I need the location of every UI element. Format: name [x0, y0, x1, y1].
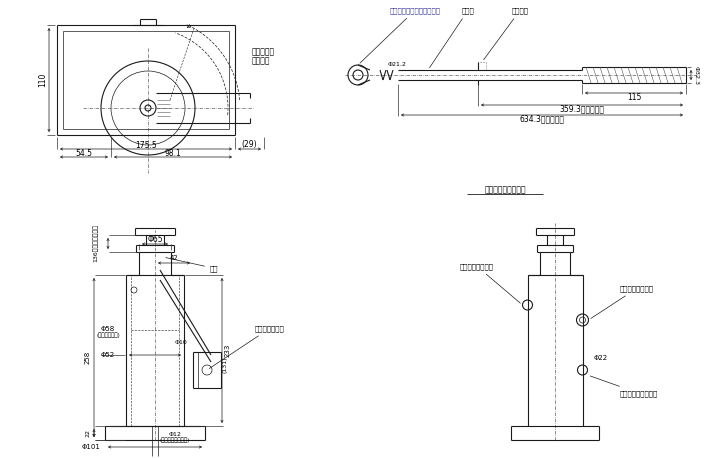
Text: 115: 115 — [627, 93, 641, 102]
Text: Φ21.2: Φ21.2 — [388, 61, 407, 66]
Text: Φ10: Φ10 — [175, 339, 187, 344]
Text: Φ101: Φ101 — [82, 444, 100, 450]
Text: 634.3（最伸長）: 634.3（最伸長） — [520, 114, 564, 124]
Text: 54.5: 54.5 — [75, 148, 92, 158]
Text: 伸縮式: 伸縮式 — [430, 7, 474, 68]
Text: 98.1: 98.1 — [165, 148, 181, 158]
Text: Φ58: Φ58 — [101, 326, 115, 332]
Text: 22: 22 — [85, 429, 90, 437]
Bar — [478, 62, 486, 70]
Text: 359.3（最縮長）: 359.3（最縮長） — [559, 104, 604, 114]
Text: 操作レバー: 操作レバー — [252, 48, 275, 56]
Text: 110: 110 — [38, 73, 48, 87]
Text: (131): (131) — [222, 357, 227, 373]
Text: 233: 233 — [225, 344, 231, 357]
Text: 操作レバー差込口: 操作レバー差込口 — [591, 285, 654, 318]
Text: 専用操作レバー詳細: 専用操作レバー詳細 — [484, 185, 526, 195]
Text: リリーズスクリュウ: リリーズスクリュウ — [590, 376, 658, 397]
Text: (シリンダ内径): (シリンダ内径) — [96, 332, 120, 338]
Text: Φ65: Φ65 — [147, 235, 163, 245]
Text: (ポンプピストン径): (ポンプピストン径) — [160, 437, 190, 443]
Text: レバーソケット: レバーソケット — [209, 325, 285, 369]
Text: 回転方向: 回転方向 — [252, 56, 271, 65]
Text: Φ52: Φ52 — [101, 352, 115, 358]
Text: Φ32.3: Φ32.3 — [694, 65, 699, 84]
Text: 42: 42 — [170, 255, 178, 261]
Text: ストッパ: ストッパ — [484, 7, 528, 60]
Text: 136（ストローク）: 136（ストローク） — [93, 224, 99, 262]
Text: 取手: 取手 — [165, 257, 219, 272]
Text: 258: 258 — [85, 351, 91, 364]
Text: 175.5: 175.5 — [135, 141, 157, 149]
Text: リリーズスクリュウ差込口: リリーズスクリュウ差込口 — [360, 7, 440, 63]
Text: (29): (29) — [241, 141, 257, 149]
Text: Φ12: Φ12 — [168, 431, 182, 436]
Text: オイルフィリング: オイルフィリング — [460, 263, 520, 303]
Text: Φ22: Φ22 — [594, 355, 608, 361]
